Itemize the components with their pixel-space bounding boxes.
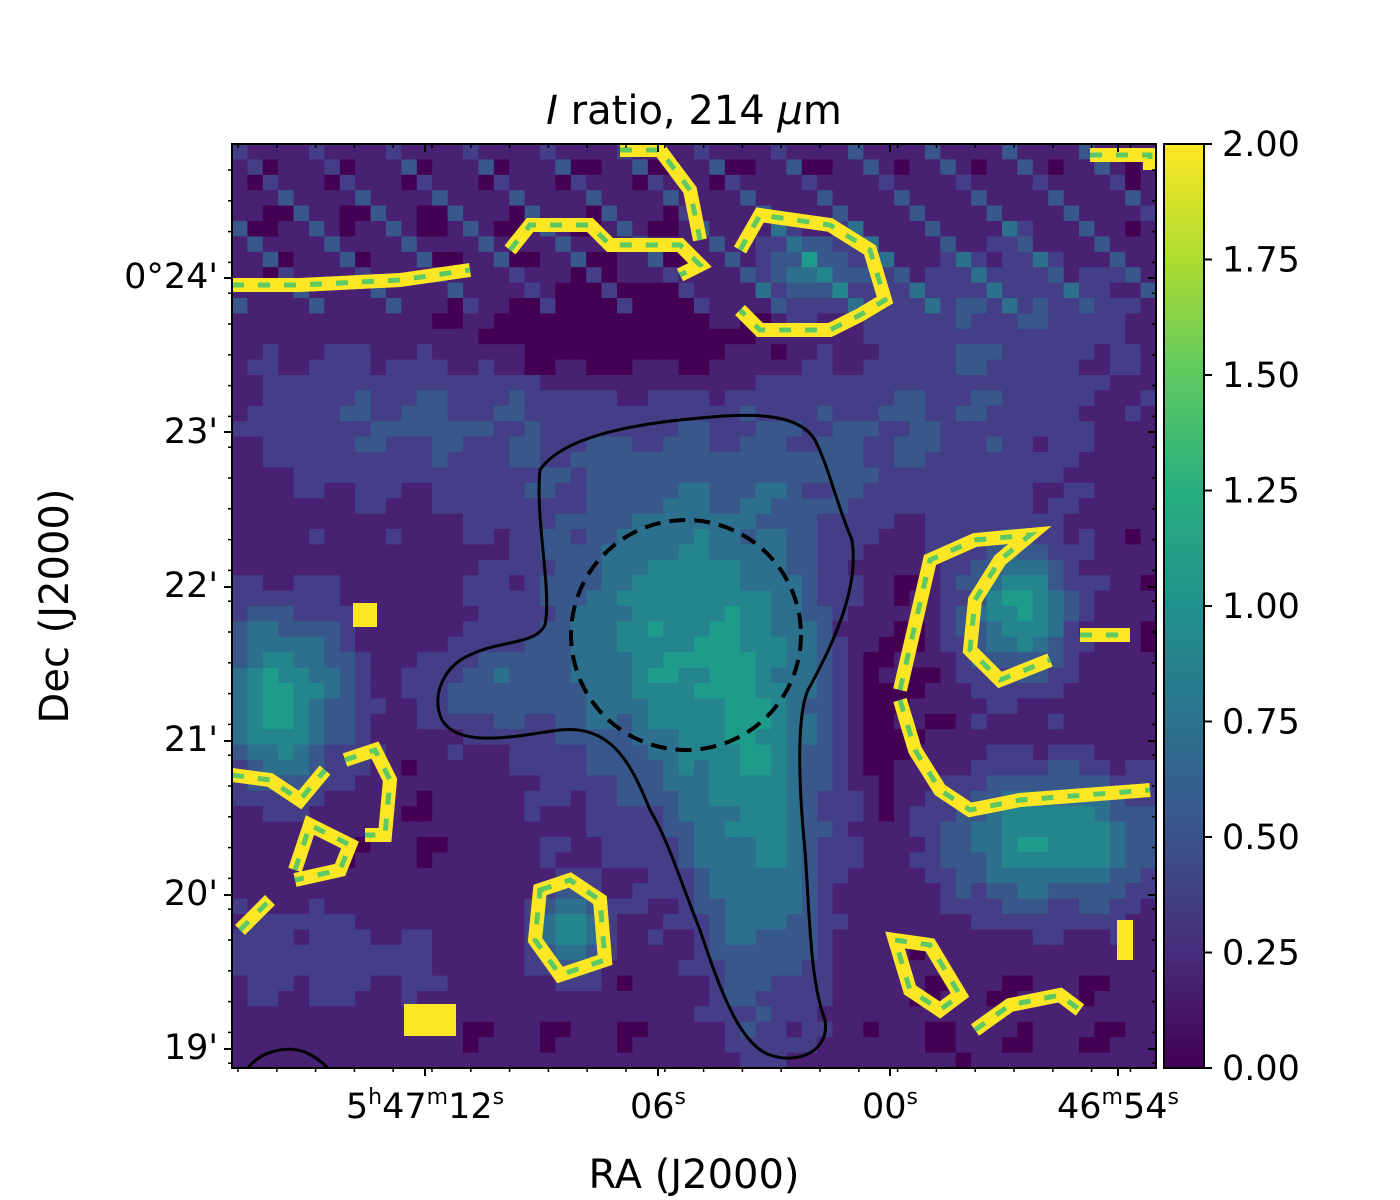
bright-rim-inner-0 xyxy=(508,222,705,278)
colorbar-tick-label-8: 2.00 xyxy=(1222,125,1300,165)
colorbar-tick-label-3: 0.75 xyxy=(1222,703,1300,743)
bright-rim-inner-4 xyxy=(1090,152,1153,170)
intensity-contour xyxy=(436,413,855,1060)
colorbar-tick-label-7: 1.75 xyxy=(1222,241,1300,281)
heatmap-features xyxy=(232,144,1156,1036)
bright-rim-inner-12 xyxy=(973,992,1082,1033)
axis-ticks xyxy=(224,144,1156,1076)
chart-title: I ratio, 214 μm xyxy=(546,88,842,134)
colorbar-tick-label-2: 0.50 xyxy=(1222,818,1300,858)
x-tick-label-54s: 46m54s xyxy=(1057,1085,1179,1127)
y-tick-label-24: 0°24' xyxy=(124,257,218,297)
bright-rim-inner-11 xyxy=(891,936,964,1014)
bright-rim-inner-7 xyxy=(532,877,608,978)
y-axis-label: Dec (J2000) xyxy=(32,489,78,724)
y-tick-labels: 0°24' 23' 22' 21' 20' 19' xyxy=(124,257,218,1068)
corner-contour xyxy=(246,1047,330,1068)
colorbar-gradient xyxy=(1164,144,1204,1068)
x-tick-label-00s: 00s xyxy=(862,1085,918,1127)
bright-rim-inner-6 xyxy=(897,699,1151,813)
colorbar-tick-label-1: 0.25 xyxy=(1222,934,1300,974)
colorbar-tick-label-5: 1.25 xyxy=(1222,472,1300,512)
bright-spot-1 xyxy=(353,603,377,627)
y-tick-label-23: 23' xyxy=(164,412,218,452)
colorbar-tick-label-4: 1.00 xyxy=(1222,587,1300,627)
colorbar: 0.00 0.25 0.50 0.75 1.00 1.25 1.50 1.75 2.00 xyxy=(1163,125,1300,1089)
x-tick-labels: 5h47m12s 06s 00s 46m54s xyxy=(346,1085,1179,1127)
aperture-circle xyxy=(569,518,803,752)
bright-rim-inner-1 xyxy=(737,212,888,333)
y-tick-label-19: 19' xyxy=(164,1028,218,1068)
x-tick-label-12s: 5h47m12s xyxy=(346,1085,504,1127)
bright-rim-inner-2 xyxy=(232,267,471,288)
x-axis-label: RA (J2000) xyxy=(588,1152,799,1198)
plot-frame xyxy=(231,143,1157,1069)
bright-rim-inner-10 xyxy=(232,768,327,804)
y-tick-label-21: 21' xyxy=(164,720,218,760)
y-tick-label-22: 22' xyxy=(164,566,218,606)
colorbar-tick-label-6: 1.50 xyxy=(1222,356,1300,396)
bright-rim-inner-3 xyxy=(620,147,703,241)
bright-rim-inner-8 xyxy=(292,821,354,883)
bright-rim-9 xyxy=(342,741,398,842)
x-tick-label-06s: 06s xyxy=(630,1085,686,1127)
bright-rim-inner-13 xyxy=(238,898,272,932)
colorbar-ticks: 0.00 0.25 0.50 0.75 1.00 1.25 1.50 1.75 2.00 xyxy=(1204,125,1300,1089)
y-tick-label-20: 20' xyxy=(164,874,218,914)
bright-spot-2 xyxy=(1117,920,1133,960)
heatmap-image xyxy=(232,144,1156,1068)
bright-rim-5 xyxy=(893,525,1053,692)
bright-spot-0 xyxy=(404,1004,456,1036)
colorbar-tick-label-0: 0.00 xyxy=(1222,1049,1300,1089)
